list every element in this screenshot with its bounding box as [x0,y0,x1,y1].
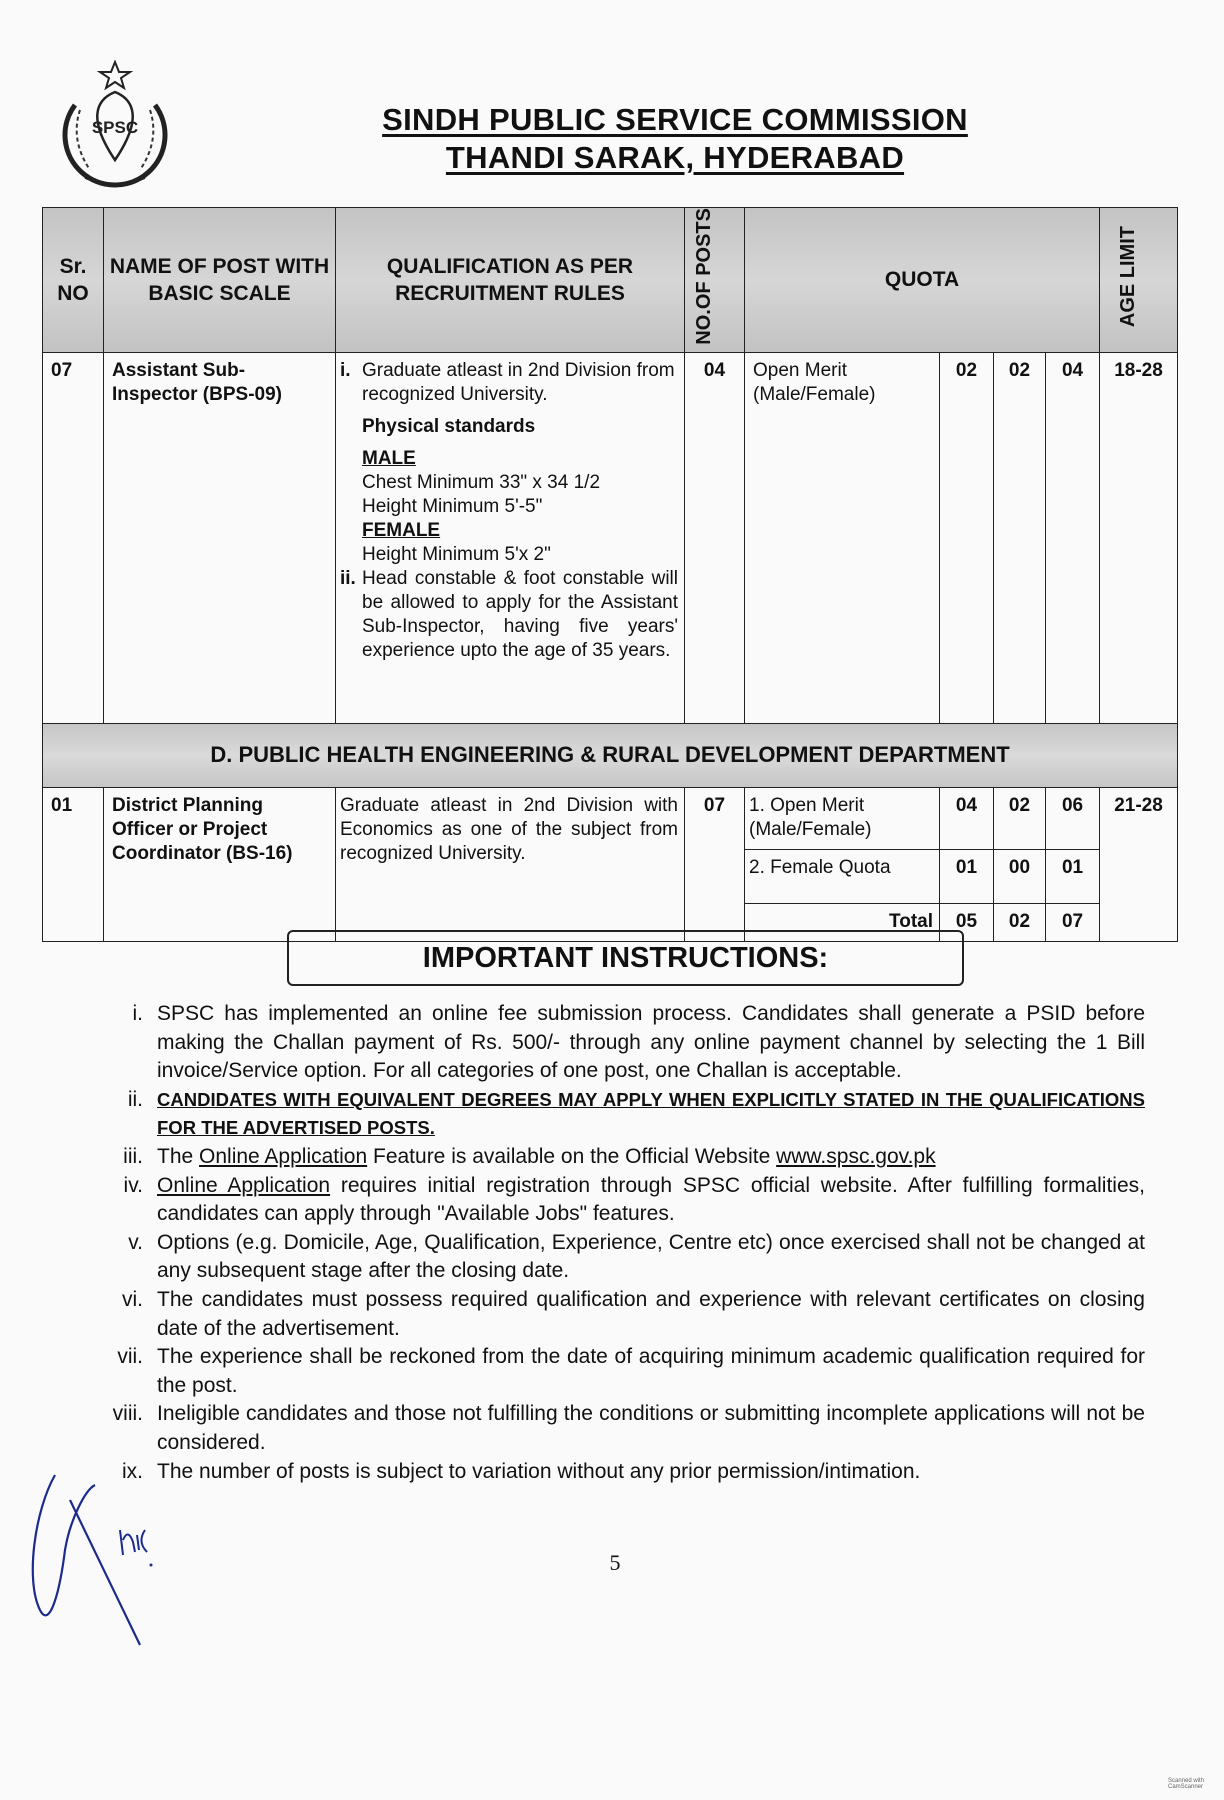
item-num: ii. [127,1087,143,1111]
item-num: i. [132,1002,144,1025]
instruction-item: ix. The number of posts is subject to var… [90,1458,1145,1487]
instruction-item: ii. CANDIDATES WITH EQUIVALENT DEGREES MA… [90,1086,1145,1143]
quota-value: 01 [939,848,994,904]
instruction-item: iii. The Online Application Feature is av… [90,1143,1145,1172]
item-num: vii. [117,1345,143,1369]
quota-label-cell: Open Merit (Male/Female) [744,351,940,724]
item-text: requires initial registration through SP… [157,1173,1145,1226]
online-application-link[interactable]: Online Application [199,1144,368,1168]
sr-cell: 07 [42,351,104,724]
total-row: Total 05 02 07 [43,902,1178,942]
item-text: Ineligible candidates and those not fulf… [157,1402,1145,1454]
qualification-cell: Graduate atleast in 2nd Division with Ec… [335,786,685,942]
item-text: Options (e.g. Domicile, Age, Qualificati… [157,1230,1145,1283]
quota-label-cell: 2. Female Quota [744,848,940,904]
item-text: SPSC has implemented an online fee submi… [157,1002,1145,1083]
item-num: iii. [123,1144,143,1168]
item-num: viii. [112,1402,143,1426]
instruction-item: vii. The experience shall be reckoned fro… [90,1343,1145,1400]
item-num: i. [340,359,351,381]
col-posts: NO.OF POSTS [684,207,745,353]
posts-cell: 04 [684,351,745,724]
male-chest: Chest Minimum 33" x 34 1/2 [362,471,601,493]
col-age: AGE LIMIT [1099,207,1179,353]
item-text: The experience shall be reckoned from th… [157,1345,1145,1397]
quota-value: 01 [1044,848,1101,904]
star-icon [96,60,134,91]
quota-value: 06 [1044,786,1101,850]
col-sr: Sr. NO [42,207,104,353]
item-num: iv. [123,1173,143,1197]
col-age-label: AGE LIMIT [1116,225,1139,327]
item-num: ii. [340,567,356,589]
quota-value: 04 [939,786,994,850]
instructions-list: i. SPSC has implemented an online fee sub… [90,1000,1145,1486]
online-application-link[interactable]: Online Application [157,1173,331,1197]
website-link[interactable]: www.spsc.gov.pk [776,1144,936,1168]
instruction-item: v. Options (e.g. Domicile, Age, Qualifica… [90,1229,1145,1286]
post-name-cell: Assistant Sub-Inspector (BPS-09) [103,351,336,724]
female-height: Height Minimum 5'x 2" [362,543,551,565]
logo-text: SPSC [92,118,138,137]
sr-cell: 01 [42,786,104,942]
qualification-cell: i. Graduate atleast in 2nd Division from … [335,351,685,724]
instruction-item: i. SPSC has implemented an online fee sub… [90,1000,1146,1086]
quota-value: 00 [993,848,1046,904]
item-num: ix. [122,1459,143,1483]
male-heading: MALE [362,447,416,469]
quota-value: 02 [993,351,1046,724]
item-text: The [157,1144,200,1168]
quota-row: 2. Female Quota 01 00 01 [43,848,1178,904]
total-value: 07 [1044,902,1101,942]
page-subtitle: THANDI SARAK, HYDERABAD [445,140,905,175]
section-row: D. PUBLIC HEALTH ENGINEERING & RURAL DEV… [41,722,1179,788]
item-num: vi. [122,1287,143,1311]
quota-value: 04 [1044,351,1101,724]
item-text: The candidates must possess required qua… [157,1287,1145,1340]
page-number: 5 [609,1550,621,1575]
col-quota: QUOTA [743,207,1101,353]
instructions-heading: IMPORTANT INSTRUCTIONS: [287,930,964,986]
page-title: SINDH PUBLIC SERVICE COMMISSION [382,102,968,137]
item-num: v. [128,1230,143,1254]
table-row: 07 Assistant Sub-Inspector (BPS-09) i. Gr… [42,351,1179,724]
post-name-cell: District Planning Officer or Project Coo… [103,786,336,942]
posts-cell: 07 [684,786,745,942]
qual-text: Head constable & foot constable will be … [362,567,678,661]
table-header-row: Sr. NO NAME OF POST WITH BASIC SCALE QUA… [42,207,1179,353]
quota-value: 02 [939,351,994,724]
watermark: Scanned with CamScanner [1168,1778,1205,1790]
col-name: NAME OF POST WITH BASIC SCALE [103,207,336,353]
total-value: 02 [993,902,1046,942]
physical-heading: Physical standards [362,415,536,437]
quota-label-cell: 1. Open Merit (Male/Female) [744,786,940,850]
table-row: 01 District Planning Officer or Project … [42,786,1179,942]
spsc-logo: SPSC [62,60,168,188]
section-title: D. PUBLIC HEALTH ENGINEERING & RURAL DEV… [41,722,1179,788]
posts-table: Sr. NO NAME OF POST WITH BASIC SCALE QUA… [41,207,1179,942]
instruction-item: vi. The candidates must possess required … [90,1286,1145,1343]
quota-value: 02 [993,786,1046,850]
age-cell: 18-28 [1099,351,1179,724]
signature [31,1474,153,1646]
female-heading: FEMALE [362,519,441,541]
item-text: Feature is available on the Official Web… [367,1144,777,1168]
male-height: Height Minimum 5'-5" [362,495,543,517]
instruction-item: viii. Ineligible candidates and those not… [90,1400,1145,1457]
item-text: The number of posts is subject to variat… [157,1459,921,1483]
instruction-item: iv. Online Application requires initial r… [90,1172,1145,1229]
item-text: CANDIDATES WITH EQUIVALENT DEGREES MAY A… [157,1088,1145,1139]
qual-text: Graduate atleast in 2nd Division from re… [362,359,675,405]
age-cell: 21-28 [1099,786,1179,942]
col-posts-label: NO.OF POSTS [692,208,715,345]
col-qualification: QUALIFICATION AS PER RECRUITMENT RULES [335,207,685,353]
